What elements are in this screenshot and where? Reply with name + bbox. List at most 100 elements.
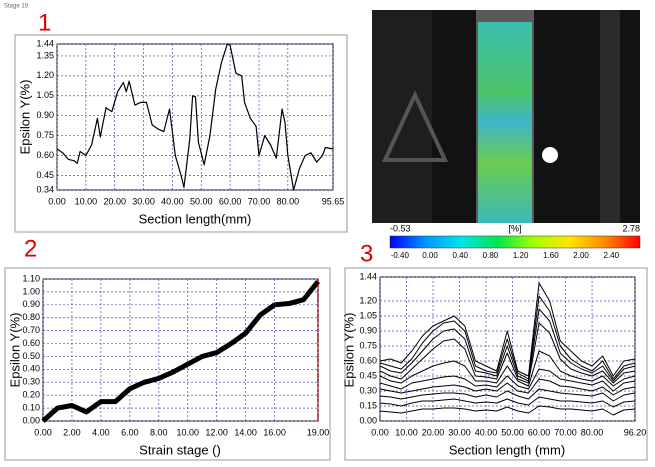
y-tick-label: 0.34 [36, 184, 54, 194]
x-tick-label: 50.00 [501, 427, 524, 437]
y-tick-label: 0.45 [359, 370, 377, 380]
y-tick-label: 0.10 [22, 402, 40, 412]
x-tick-label: 40.00 [161, 196, 184, 206]
colorbar-tick-label: 2.00 [573, 251, 589, 260]
plot-area [56, 43, 334, 191]
y-tick-label: 0.30 [359, 385, 377, 395]
panel-label: 1 [38, 9, 51, 36]
x-tick-label: 10.00 [395, 427, 418, 437]
y-tick-label: 0.30 [22, 377, 40, 387]
y-axis-label: Epsilon Y(%) [7, 313, 22, 388]
y-tick-label: 0.60 [36, 150, 54, 160]
y-tick-label: 0.40 [22, 364, 40, 374]
x-tick-label: 60.00 [528, 427, 551, 437]
y-axis-label: Epsilon Y(%) [341, 313, 356, 388]
x-tick-label: 10.00 [176, 427, 199, 437]
x-tick-label: 0.00 [34, 427, 52, 437]
y-tick-label: 0.45 [36, 170, 54, 180]
y-tick-label: 0.15 [359, 400, 377, 410]
x-axis-label: Section length (mm) [449, 442, 565, 457]
panel-label: 2 [24, 235, 37, 262]
x-axis-label: Strain stage () [139, 442, 221, 457]
x-tick-label: 14.00 [234, 427, 257, 437]
x-tick-label: 2.00 [63, 427, 81, 437]
y-tick-label: 0.90 [36, 110, 54, 120]
y-tick-label: 1.20 [359, 295, 377, 305]
colorbar-max: 2.78 [622, 223, 640, 233]
x-axis-label: Section length(mm) [139, 211, 252, 226]
data-line [379, 295, 636, 380]
x-tick-label: 8.00 [150, 427, 168, 437]
colorbar-tick-label: 2.40 [604, 251, 620, 260]
stage-label: Stage 19 [4, 4, 29, 10]
colorbar-tick-label: 0.00 [422, 251, 438, 260]
y-tick-label: 1.35 [36, 50, 54, 60]
colorbar-tick-label: -0.40 [391, 251, 410, 260]
colorbar-min: -0.53 [390, 223, 411, 233]
colorbar-tick-label: 0.80 [483, 251, 499, 260]
y-tick-label: 0.00 [22, 415, 40, 425]
y-tick-label: 0.75 [36, 130, 54, 140]
x-tick-label: 80.00 [277, 196, 300, 206]
x-tick-label: 80.00 [581, 427, 604, 437]
x-tick-label: 96.20 [624, 427, 647, 437]
x-tick-label: 40.00 [475, 427, 498, 437]
y-tick-label: 0.70 [22, 325, 40, 335]
colorbar-tick-label: 1.60 [543, 251, 559, 260]
y-tick-label: 1.05 [359, 310, 377, 320]
x-tick-label: 0.00 [371, 427, 389, 437]
data-line [379, 405, 636, 416]
data-line [379, 368, 636, 392]
data-line [379, 378, 636, 396]
x-tick-label: 20.00 [422, 427, 445, 437]
panel-label: 3 [360, 240, 373, 267]
colorbar-tick-label: 1.20 [513, 251, 529, 260]
x-tick-label: 70.00 [554, 427, 577, 437]
y-tick-label: 0.20 [22, 390, 40, 400]
y-axis-label: Epsilon Y(%) [17, 80, 32, 155]
data-line [379, 396, 636, 408]
data-line [379, 388, 636, 402]
y-tick-label: 0.90 [22, 299, 40, 309]
data-line [379, 282, 636, 377]
data-line [379, 350, 636, 387]
x-tick-label: 30.00 [132, 196, 155, 206]
x-tick-label: 10.00 [75, 196, 98, 206]
y-tick-label: 0.00 [359, 415, 377, 425]
x-tick-label: 60.00 [219, 196, 242, 206]
x-tick-label: 95.65 [322, 196, 345, 206]
colorbar-unit: [%] [508, 223, 521, 233]
data-line [41, 280, 320, 423]
x-tick-label: 6.00 [121, 427, 139, 437]
y-tick-label: 0.75 [359, 340, 377, 350]
data-line [379, 322, 636, 384]
x-tick-label: 0.00 [48, 196, 66, 206]
y-tick-label: 1.05 [36, 90, 54, 100]
x-tick-label: 12.00 [205, 427, 228, 437]
plot-area [42, 278, 319, 422]
y-tick-label: 1.10 [22, 273, 40, 283]
y-tick-label: 0.90 [359, 325, 377, 335]
x-tick-label: 70.00 [248, 196, 271, 206]
y-tick-label: 0.60 [359, 355, 377, 365]
y-tick-label: 1.00 [22, 286, 40, 296]
y-tick-label: 0.60 [22, 338, 40, 348]
y-tick-label: 1.20 [36, 70, 54, 80]
x-tick-label: 30.00 [448, 427, 471, 437]
data-line [379, 308, 636, 382]
y-tick-label: 1.44 [36, 38, 54, 48]
x-tick-label: 50.00 [190, 196, 213, 206]
x-tick-label: 19.00 [307, 427, 330, 437]
x-tick-label: 4.00 [92, 427, 110, 437]
y-tick-label: 0.50 [22, 351, 40, 361]
x-tick-label: 16.00 [263, 427, 286, 437]
data-line [56, 43, 334, 191]
x-tick-label: 20.00 [103, 196, 126, 206]
colorbar-tick-label: 0.40 [452, 251, 468, 260]
y-tick-label: 1.44 [359, 271, 377, 281]
y-tick-label: 0.80 [22, 312, 40, 322]
colorbar [389, 235, 641, 249]
specimen-photo [372, 10, 640, 223]
